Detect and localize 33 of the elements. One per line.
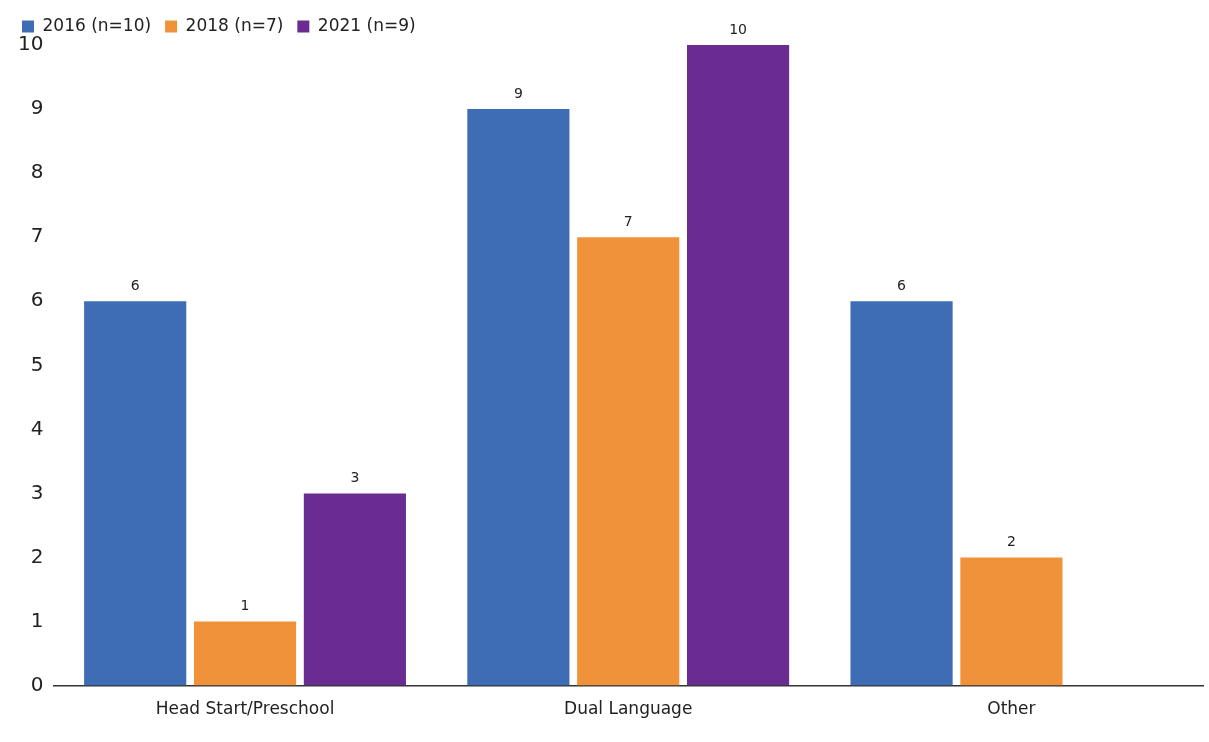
data-label: 9 [513,84,523,101]
bar [84,301,187,686]
bar [303,493,406,686]
data-label: 1 [240,597,250,614]
data-label: 3 [350,469,360,486]
x-tick-label: Dual Language [564,698,693,719]
y-tick-label: 0 [30,671,44,696]
legend-label: 2016 (n=10) [42,14,152,35]
x-tick-label: Other [987,698,1036,719]
y-tick-label: 5 [30,351,44,376]
data-label: 7 [623,212,633,229]
y-tick-label: 10 [18,31,44,56]
bar [467,109,570,686]
y-tick-label: 4 [30,415,44,440]
y-tick-label: 8 [30,159,44,184]
y-tick-label: 6 [30,287,44,312]
y-tick-label: 2 [30,543,44,568]
y-tick-label: 7 [30,223,44,248]
bar [193,621,297,686]
bar [686,45,790,686]
x-tick-label: Head Start/Preschool [155,698,335,719]
bar [577,237,680,686]
y-tick-label: 9 [30,95,44,120]
bar [960,557,1063,686]
data-label: 2 [1006,533,1016,550]
legend-label: 2018 (n=7) [185,14,284,35]
y-tick-label: 3 [30,479,44,504]
bar [850,301,953,686]
y-tick-label: 1 [30,607,44,632]
data-label: 6 [897,276,907,293]
data-label: 6 [130,276,140,293]
data-label: 10 [729,20,747,37]
legend-label: 2021 (n=9) [317,14,416,35]
